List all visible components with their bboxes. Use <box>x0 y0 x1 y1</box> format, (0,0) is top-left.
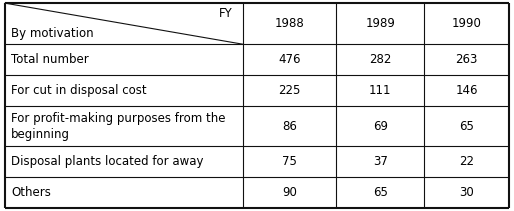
Text: 22: 22 <box>459 155 474 168</box>
Text: 1988: 1988 <box>274 17 304 30</box>
Text: 86: 86 <box>282 119 297 133</box>
Text: Others: Others <box>11 186 51 199</box>
Text: 263: 263 <box>455 53 478 66</box>
Text: 146: 146 <box>455 84 478 97</box>
Text: 65: 65 <box>373 186 388 199</box>
Text: 476: 476 <box>278 53 301 66</box>
Text: By motivation: By motivation <box>11 27 94 40</box>
Text: Total number: Total number <box>11 53 89 66</box>
Text: 1989: 1989 <box>365 17 395 30</box>
Text: 65: 65 <box>459 119 474 133</box>
Text: 30: 30 <box>459 186 474 199</box>
Text: Disposal plants located for away: Disposal plants located for away <box>11 155 204 168</box>
Text: 75: 75 <box>282 155 297 168</box>
Text: 69: 69 <box>373 119 388 133</box>
Text: 90: 90 <box>282 186 297 199</box>
Text: For cut in disposal cost: For cut in disposal cost <box>11 84 147 97</box>
Text: 282: 282 <box>369 53 391 66</box>
Text: For profit-making purposes from the
beginning: For profit-making purposes from the begi… <box>11 112 226 141</box>
Text: 225: 225 <box>278 84 301 97</box>
Text: 37: 37 <box>373 155 388 168</box>
Text: FY: FY <box>219 7 233 20</box>
Text: 111: 111 <box>369 84 391 97</box>
Text: 1990: 1990 <box>452 17 482 30</box>
